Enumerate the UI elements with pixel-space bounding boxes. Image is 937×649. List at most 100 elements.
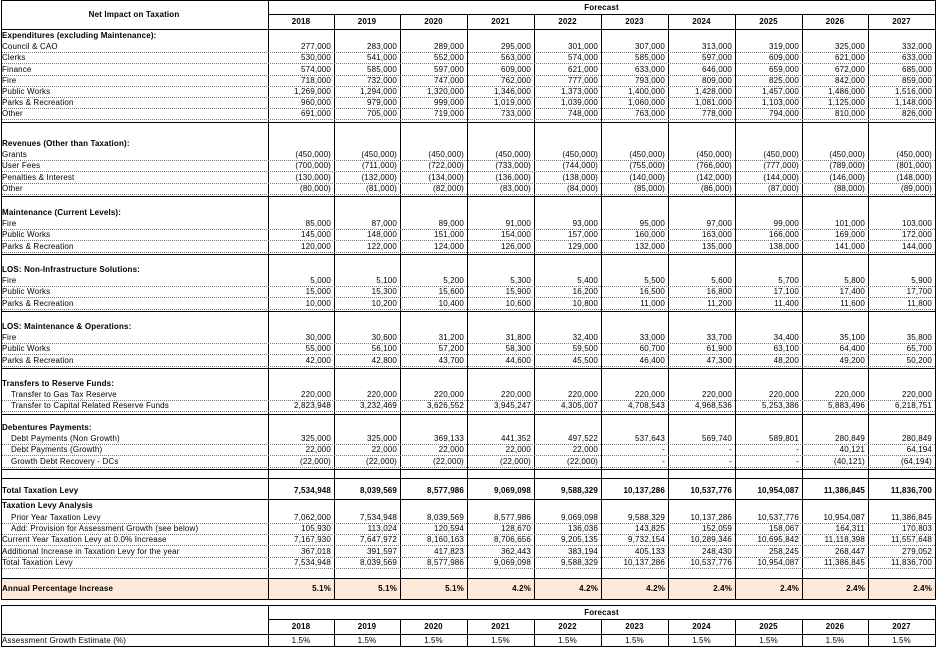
- column-line: [467, 30, 468, 600]
- cell-value: 42,800: [371, 355, 397, 365]
- cell-value: 11,386,845: [823, 486, 865, 495]
- cell-value: 563,000: [501, 53, 531, 63]
- cell-value: (82,000): [433, 183, 464, 193]
- cell-value: 10,289,346: [690, 535, 732, 545]
- cell-value: 633,000: [635, 64, 665, 74]
- row-separator: [2, 119, 935, 121]
- cell-value: (86,000): [701, 183, 732, 193]
- cell-value: 295,000: [501, 42, 531, 52]
- analysis-row-label: Total Taxation Levy: [2, 557, 73, 567]
- cell-value: 164,311: [835, 524, 865, 534]
- growth-estimate-value: 1.5%: [625, 636, 644, 645]
- cell-value: -: [662, 456, 665, 466]
- cell-value: 1,060,000: [628, 98, 665, 108]
- cell-value: 332,000: [902, 42, 932, 52]
- row-separator: [2, 297, 935, 299]
- cell-value: 55,000: [305, 344, 331, 354]
- cell-value: 597,000: [434, 64, 464, 74]
- cell-value: 11,118,398: [824, 535, 865, 545]
- cell-value: 145,000: [301, 230, 331, 240]
- year-divider: [534, 14, 535, 30]
- cell-value: 11,836,700: [891, 557, 932, 567]
- cell-value: 122,000: [367, 241, 397, 251]
- row-separator: [2, 411, 935, 413]
- table-border-right: [935, 0, 936, 600]
- table-title: Net Impact on Taxation: [88, 10, 180, 19]
- growth-estimate-value: 1.5%: [424, 636, 443, 645]
- cell-value: 31,800: [505, 333, 531, 343]
- cell-value: (450,000): [629, 150, 665, 160]
- cell-value: 763,000: [635, 109, 665, 119]
- cell-value: 4.2%: [512, 584, 531, 593]
- cell-value: 9,205,135: [561, 535, 598, 545]
- year-header: 2022: [558, 17, 577, 26]
- cell-value: 120,594: [434, 524, 464, 534]
- cell-value: 1,039,000: [561, 98, 598, 108]
- cell-value: 5,253,386: [762, 401, 799, 411]
- cell-value: 609,000: [501, 64, 531, 74]
- cell-value: (22,000): [500, 456, 531, 466]
- cell-value: 3,626,552: [427, 401, 464, 411]
- cell-value: 5,900: [911, 276, 932, 286]
- cell-value: 32,400: [572, 333, 598, 343]
- year-header: 2018: [291, 17, 311, 26]
- row-separator: [2, 108, 935, 110]
- cell-value: 126,000: [501, 241, 531, 251]
- growth-estimate-value: 1.5%: [491, 636, 510, 645]
- section-title: Debentures Payments:: [2, 423, 92, 432]
- growth-estimate-value: 1.5%: [291, 636, 311, 645]
- year-header: 2021: [491, 17, 510, 26]
- cell-value: 646,000: [702, 64, 732, 74]
- cell-value: 319,000: [769, 42, 799, 52]
- year-divider: [334, 619, 335, 646]
- row-separator: [2, 52, 935, 54]
- forecast-label: Forecast: [584, 3, 619, 12]
- cell-value: 44,600: [505, 355, 531, 365]
- cell-value: 40,121: [839, 445, 865, 455]
- cell-value: (766,000): [696, 161, 732, 171]
- cell-value: 138,000: [769, 241, 799, 251]
- cell-value: (700,000): [295, 161, 331, 171]
- cell-value: 732,000: [367, 75, 397, 85]
- cell-value: 1,346,000: [494, 87, 531, 96]
- cell-value: 49,200: [839, 355, 865, 365]
- cell-value: 659,000: [769, 64, 799, 74]
- cell-value: 157,000: [568, 230, 598, 240]
- row-label: Parks & Recreation: [2, 98, 74, 108]
- cell-value: 1,320,000: [427, 87, 464, 96]
- cell-value: 103,000: [902, 219, 932, 229]
- year-header: 2020: [424, 622, 443, 631]
- row-separator: [2, 63, 935, 65]
- cell-value: 31,200: [438, 333, 464, 343]
- cell-value: 4,305,007: [561, 401, 598, 411]
- column-line: [534, 30, 535, 600]
- cell-value: 46,400: [639, 355, 665, 365]
- cell-value: 762,000: [501, 75, 531, 85]
- cell-value: 1,400,000: [628, 87, 665, 96]
- cell-value: 95,000: [639, 219, 665, 229]
- cell-value: 154,000: [501, 230, 531, 240]
- cell-value: 8,577,986: [427, 486, 464, 495]
- cell-value: 825,000: [769, 75, 799, 85]
- year-divider: [868, 619, 869, 646]
- year-divider: [668, 619, 669, 646]
- cell-value: 64,400: [839, 344, 865, 354]
- year-header: 2019: [357, 622, 377, 631]
- year-divider: [868, 14, 869, 30]
- cell-value: 778,000: [702, 109, 732, 119]
- year-header: 2023: [625, 622, 644, 631]
- growth-estimate-value: 1.5%: [357, 636, 377, 645]
- row-separator: [2, 97, 935, 98]
- cell-value: 3,945,247: [494, 401, 531, 411]
- row-separator: [2, 567, 935, 569]
- total-top-line: [1, 478, 936, 479]
- row-separator: [2, 455, 935, 457]
- cell-value: 220,000: [367, 390, 397, 400]
- cell-value: (146,000): [829, 172, 865, 182]
- year-header: 2020: [424, 17, 443, 26]
- row-label: Clerks: [2, 53, 26, 63]
- analysis-row-label: Current Year Taxation Levy at 0.0% Incre…: [2, 535, 167, 545]
- cell-value: 10,200: [371, 298, 397, 308]
- section-bottom-line: [1, 367, 936, 369]
